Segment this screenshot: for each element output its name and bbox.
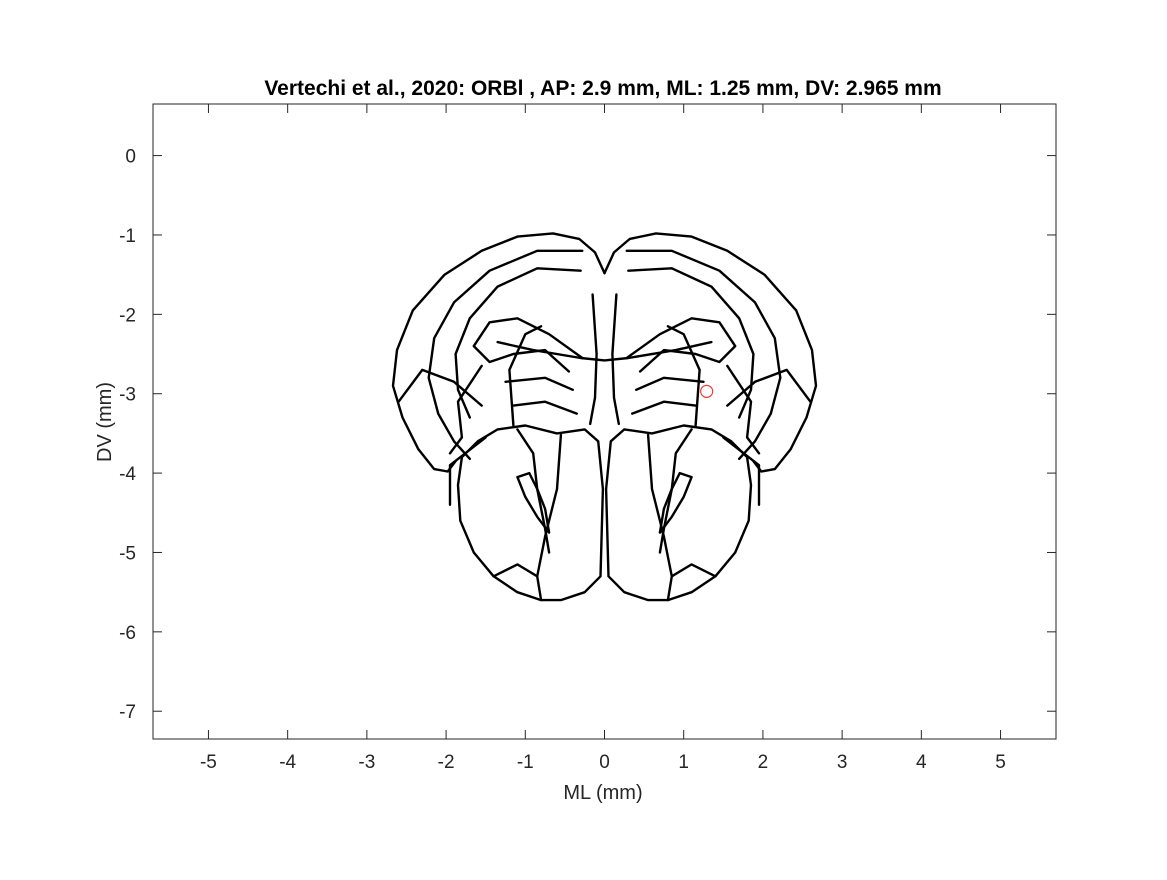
x-axis-ticks: -5 -4 -3 -2 -1 0 1 2 3 4 5 [200,104,1006,773]
y-tick-label: -1 [119,226,136,247]
chart-title: Vertechi et al., 2020: ORBl , AP: 2.9 mm… [264,77,941,100]
atlas-outline-path-5 [627,267,755,419]
x-tick-label: -4 [279,752,296,773]
axes-box [152,103,1057,740]
data-series [700,384,714,398]
x-tick-label: -5 [200,752,217,773]
x-tick-label: -1 [517,752,534,773]
atlas-outline-path-21 [456,424,605,602]
atlas-outline-path-17 [589,293,598,426]
x-tick-label: 4 [916,752,927,773]
atlas-outline-path-19 [397,368,483,407]
atlas-outline [391,232,818,602]
atlas-outline-path-31 [492,563,539,578]
x-tick-label: 0 [599,752,610,773]
atlas-outline-path-4 [454,267,582,419]
atlas-outline-path-8 [496,340,713,362]
x-tick-label: -2 [438,752,455,773]
y-axis-label: DV (mm) [94,382,116,462]
atlas-outline-path-1 [603,232,818,473]
y-tick-label: -4 [119,464,136,485]
data-point-0-0 [700,384,714,398]
atlas-outline-path-7 [625,317,737,373]
atlas-outline-path-9 [508,325,543,427]
x-tick-label: -3 [358,752,375,773]
atlas-outline-path-3 [625,249,782,460]
atlas-outline-path-2 [427,249,584,460]
atlas-outline-path-29 [516,471,551,534]
atlas-outline-path-15 [448,364,483,455]
x-tick-label: 5 [995,752,1006,773]
atlas-outline-path-12 [635,376,705,391]
atlas-outline-path-0 [391,232,606,473]
y-tick-label: -5 [119,543,136,564]
x-tick-label: 3 [837,752,848,773]
atlas-outline-path-10 [666,325,701,427]
atlas-outline-path-23 [448,436,487,506]
atlas-outline-path-24 [722,436,761,506]
x-tick-label: 2 [758,752,769,773]
y-tick-label: -6 [119,623,136,644]
atlas-outline-path-6 [472,317,584,373]
y-tick-label: -3 [119,385,136,406]
x-axis-label: ML (mm) [563,782,642,804]
atlas-outline-path-14 [631,400,697,415]
atlas-outline-path-25 [536,433,563,602]
x-tick-label: 1 [678,752,689,773]
atlas-outline-path-32 [670,563,717,578]
atlas-outline-path-22 [604,424,753,602]
atlas-outline-path-16 [726,364,761,455]
atlas-outline-path-11 [504,376,574,391]
atlas-outline-path-26 [646,433,673,602]
atlas-outline-path-30 [658,471,693,534]
y-tick-label: 0 [125,147,136,168]
y-tick-label: -7 [119,702,136,723]
atlas-outline-path-18 [611,293,620,426]
y-tick-label: -2 [119,305,136,326]
atlas-outline-path-13 [512,400,578,415]
atlas-outline-path-20 [726,368,812,407]
y-axis-ticks: 0 -1 -2 -3 -4 -5 -6 -7 [119,147,1056,723]
